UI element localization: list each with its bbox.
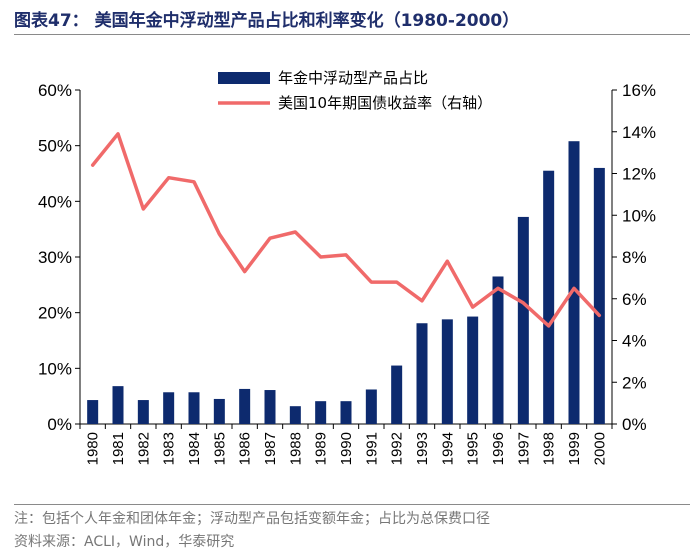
right-tick-label: 2% [622,373,647,392]
x-tick-label: 1984 [186,432,203,465]
bar-1983 [163,392,175,424]
x-tick-label: 1989 [313,432,330,465]
left-tick-label: 30% [38,248,72,267]
bar-1992 [391,365,403,424]
x-tick-label: 1997 [515,432,532,465]
x-tick-label: 1991 [363,432,380,465]
left-tick-label: 50% [38,137,72,156]
left-tick-label: 60% [38,81,72,100]
bar-1997 [517,216,529,424]
x-tick-label: 1996 [490,432,507,465]
bar-1981 [112,386,124,424]
right-tick-label: 6% [622,290,647,309]
bar-1994 [441,319,453,424]
bar-1989 [315,401,327,424]
x-tick-label: 1988 [287,432,304,465]
bar-1998 [543,170,555,424]
right-tick-label: 10% [622,206,656,225]
footer-divider [14,504,690,505]
bar-1999 [568,141,580,425]
chart-title: 图表47： 美国年金中浮动型产品占比和利率变化（1980-2000） [14,11,520,31]
x-tick-label: 2000 [591,432,608,465]
bar-2000 [593,167,605,424]
x-tick-label: 1981 [110,432,127,465]
x-tick-label: 1994 [439,432,456,465]
legend-bar-label: 年金中浮动型产品占比 [278,69,428,87]
right-tick-label: 4% [622,332,647,351]
left-tick-label: 10% [38,359,72,378]
x-tick-label: 1993 [414,432,431,465]
title-divider [14,34,690,35]
right-tick-label: 14% [622,123,656,142]
bar-1991 [365,389,377,424]
footnote: 注：包括个人年金和团体年金；浮动型产品包括变额年金；占比为总保费口径 [14,511,490,527]
right-tick-label: 12% [622,165,656,184]
x-tick-label: 1987 [262,432,279,465]
line-series [90,132,602,328]
chart-legend: 年金中浮动型产品占比 美国10年期国债收益率（右轴） [218,69,492,112]
left-tick-label: 20% [38,304,72,323]
x-tick-label: 1998 [541,432,558,465]
x-tick-label: 1985 [211,432,228,465]
right-tick-label: 16% [622,81,656,100]
bar-1982 [137,400,149,424]
left-tick-label: 0% [47,415,72,434]
bar-1986 [239,388,251,424]
bar-1980 [87,400,99,424]
right-tick-label: 0% [622,415,647,434]
left-tick-label: 40% [38,192,72,211]
x-tick-label: 1986 [237,432,254,465]
x-tick-label: 1990 [338,432,355,465]
x-tick-label: 1982 [135,432,152,465]
source-note: 资料来源：ACLI，Wind，华泰研究 [14,534,235,550]
chart-axes: 0% 10% 20% 30% 40% 50% 60% 0% 2% 4% 6% 8% 10% 12% 14% 1… [38,81,656,465]
bar-series [87,141,605,425]
x-tick-label: 1980 [85,432,102,465]
bar-1987 [264,390,276,424]
bar-1988 [289,406,301,424]
bar-1995 [467,316,479,424]
x-tick-label: 1995 [465,432,482,465]
bar-1990 [340,401,352,424]
right-tick-label: 8% [622,248,647,267]
legend-bar-swatch [218,72,270,84]
bar-1996 [492,276,504,424]
x-tick-label: 1983 [161,432,178,465]
legend-line-label: 美国10年期国债收益率（右轴） [278,94,492,112]
bar-1984 [188,392,200,424]
bar-1993 [416,323,428,424]
chart-canvas: 0% 10% 20% 30% 40% 50% 60% 0% 2% 4% 6% 8% 10% 12% 14% 1… [38,69,656,465]
bar-1985 [213,398,225,424]
x-tick-label: 1999 [566,432,583,465]
x-tick-label: 1992 [389,432,406,465]
